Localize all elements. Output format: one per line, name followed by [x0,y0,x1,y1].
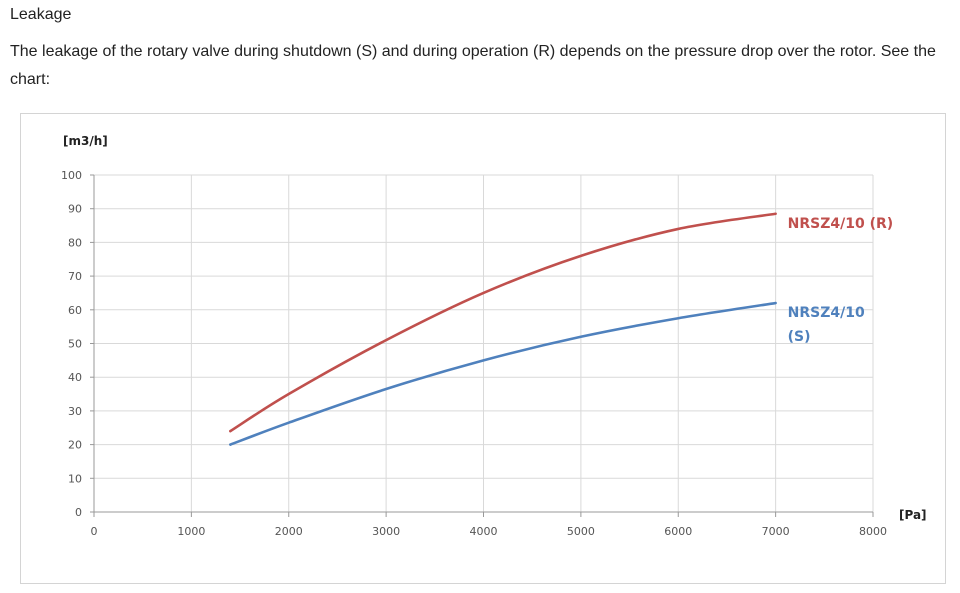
series-label: NRSZ4/10 (R) [788,216,894,232]
x-tick-label: 7000 [762,525,790,538]
chart-axes [90,174,874,517]
y-tick-label: 10 [68,472,82,485]
section-description: The leakage of the rotary valve during s… [10,43,936,88]
x-tick-label: 0 [91,525,98,538]
chart-frame: 0 10 20 30 40 50 60 70 80 90 100 0 1000 2000 3000 4000 5… [20,113,946,584]
x-tick-label: 1000 [177,525,205,538]
x-tick-label: 2000 [275,525,303,538]
x-tick-label: 5000 [567,525,595,538]
y-tick-label: 100 [61,169,82,182]
y-tick-label: 50 [68,338,82,351]
series-label: NRSZ4/10 [788,305,865,321]
series-line-r [229,212,777,433]
x-tick-label: 8000 [859,525,887,538]
x-axis-unit: [Pa] [899,508,927,522]
y-tick-label: 0 [75,506,82,519]
chart-grid [94,174,874,512]
y-tick-label: 20 [68,439,82,452]
y-tick-label: 60 [68,304,82,317]
chart-lines [229,212,777,446]
series-line-s [229,301,777,446]
section-heading: Leakage [10,6,72,23]
y-tick-label: 40 [68,371,82,384]
x-tick-label: 4000 [470,525,498,538]
y-tick-label: 90 [68,203,82,216]
x-tick-label: 3000 [372,525,400,538]
y-tick-label: 80 [68,236,82,249]
y-tick-label: 70 [68,270,82,283]
series-label: (S) [788,329,811,345]
y-tick-label: 30 [68,405,82,418]
x-tick-label: 6000 [664,525,692,538]
y-axis-unit: [m3/h] [63,134,108,148]
